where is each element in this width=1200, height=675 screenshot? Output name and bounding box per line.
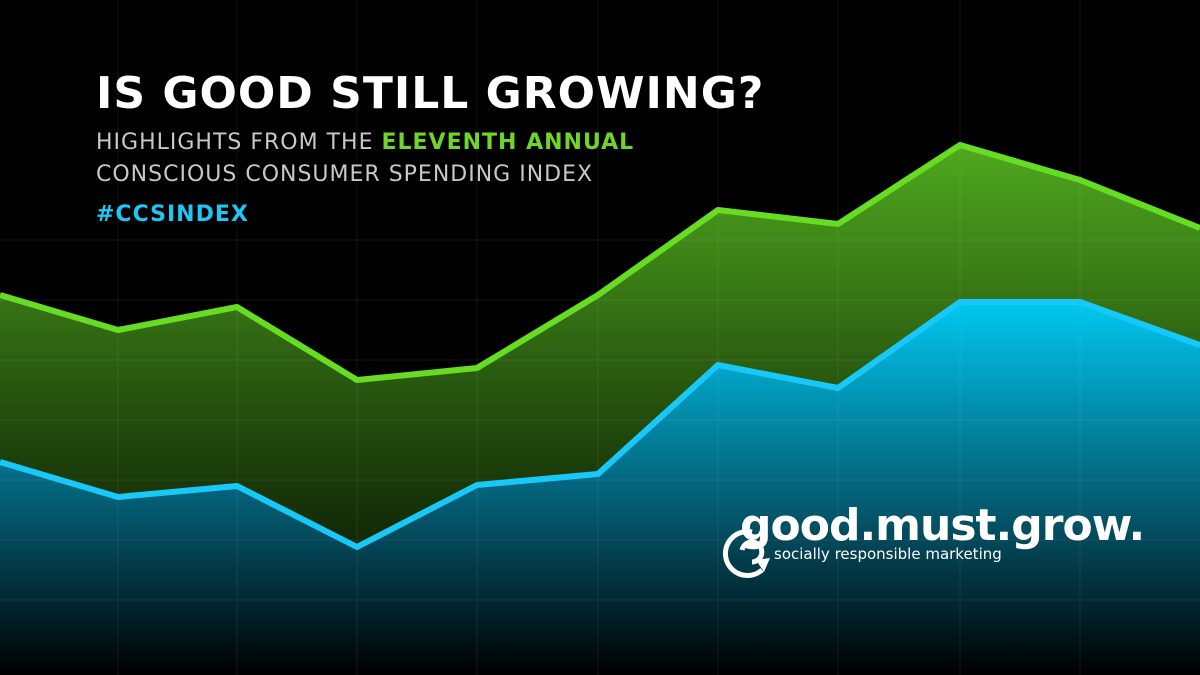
logo-name: good.must.grow. [740,500,1145,551]
subtitle-highlight: ELEVENTH ANNUAL [381,130,635,155]
logo-tagline: socially responsible marketing [774,545,1002,563]
subtitle-lead: HIGHLIGHTS FROM THE [96,130,374,155]
title: IS GOOD STILL GROWING? [96,68,765,119]
subtitle-line2: CONSCIOUS CONSUMER SPENDING INDEX [96,162,594,187]
hashtag: #CCSINDEX [96,202,249,227]
subtitle: HIGHLIGHTS FROM THE ELEVENTH ANNUAL [96,130,634,155]
green-line [0,142,1200,383]
logo-icon [722,529,770,579]
blue-line [0,299,1200,550]
blue-area [0,302,1200,675]
